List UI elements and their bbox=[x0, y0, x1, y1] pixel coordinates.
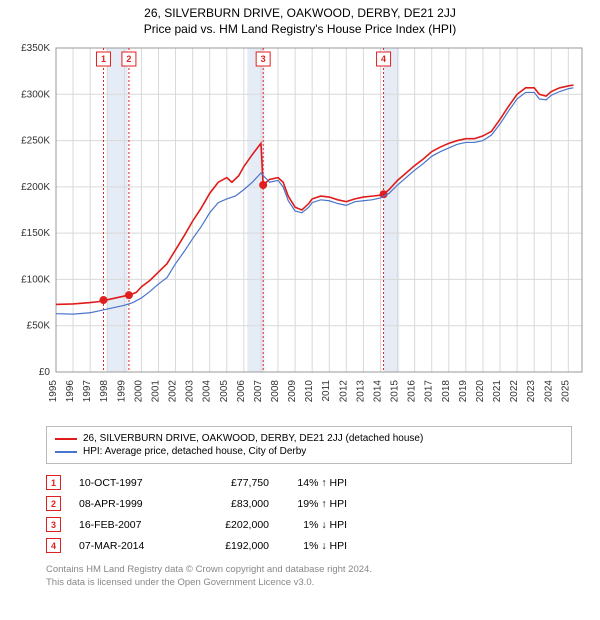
sale-date: 07-MAR-2014 bbox=[79, 540, 179, 552]
footer-line: This data is licensed under the Open Gov… bbox=[46, 577, 572, 590]
svg-text:1998: 1998 bbox=[99, 380, 110, 403]
sale-hpi-diff: 1% ↓ HPI bbox=[287, 519, 347, 531]
svg-text:2023: 2023 bbox=[526, 380, 537, 403]
svg-text:2024: 2024 bbox=[543, 380, 554, 403]
sale-date: 16-FEB-2007 bbox=[79, 519, 179, 531]
sale-row: 4 07-MAR-2014 £192,000 1% ↓ HPI bbox=[46, 535, 572, 556]
svg-text:2010: 2010 bbox=[304, 380, 315, 403]
sale-index-box: 4 bbox=[46, 538, 61, 553]
svg-text:2011: 2011 bbox=[321, 380, 332, 402]
svg-text:1999: 1999 bbox=[116, 380, 127, 403]
svg-text:2017: 2017 bbox=[424, 380, 435, 403]
svg-text:2005: 2005 bbox=[219, 380, 230, 403]
footer-line: Contains HM Land Registry data © Crown c… bbox=[46, 564, 572, 577]
svg-text:2022: 2022 bbox=[509, 380, 520, 403]
page-subtitle: Price paid vs. HM Land Registry's House … bbox=[0, 20, 600, 36]
svg-text:£300K: £300K bbox=[21, 89, 50, 100]
svg-text:3: 3 bbox=[261, 54, 266, 64]
legend: 26, SILVERBURN DRIVE, OAKWOOD, DERBY, DE… bbox=[46, 426, 572, 464]
svg-text:1995: 1995 bbox=[48, 380, 59, 403]
svg-text:£150K: £150K bbox=[21, 228, 50, 239]
sale-price: £83,000 bbox=[197, 498, 269, 510]
legend-item: HPI: Average price, detached house, City… bbox=[55, 445, 563, 458]
svg-text:2019: 2019 bbox=[458, 380, 469, 403]
sale-date: 10-OCT-1997 bbox=[79, 477, 179, 489]
svg-text:2018: 2018 bbox=[441, 380, 452, 403]
svg-text:2020: 2020 bbox=[475, 380, 486, 403]
svg-text:2009: 2009 bbox=[287, 380, 298, 403]
svg-text:£50K: £50K bbox=[27, 321, 51, 332]
svg-text:£200K: £200K bbox=[21, 182, 50, 193]
svg-text:2008: 2008 bbox=[270, 380, 281, 403]
svg-text:£250K: £250K bbox=[21, 136, 50, 147]
svg-text:2001: 2001 bbox=[150, 380, 161, 403]
sales-table: 1 10-OCT-1997 £77,750 14% ↑ HPI 2 08-APR-1999… bbox=[46, 472, 572, 556]
svg-text:2007: 2007 bbox=[253, 380, 264, 403]
footer-attribution: Contains HM Land Registry data © Crown c… bbox=[46, 564, 572, 590]
svg-text:2016: 2016 bbox=[407, 380, 418, 403]
svg-text:2013: 2013 bbox=[355, 380, 366, 403]
sale-date: 08-APR-1999 bbox=[79, 498, 179, 510]
svg-text:£350K: £350K bbox=[21, 43, 50, 54]
svg-text:2: 2 bbox=[126, 54, 131, 64]
svg-text:2002: 2002 bbox=[168, 380, 179, 403]
sale-price: £202,000 bbox=[197, 519, 269, 531]
legend-label: HPI: Average price, detached house, City… bbox=[83, 446, 306, 457]
legend-label: 26, SILVERBURN DRIVE, OAKWOOD, DERBY, DE… bbox=[83, 433, 423, 444]
sale-index-box: 3 bbox=[46, 517, 61, 532]
svg-text:2014: 2014 bbox=[372, 380, 383, 403]
svg-text:2021: 2021 bbox=[492, 380, 503, 403]
sale-index-box: 1 bbox=[46, 475, 61, 490]
sale-row: 3 16-FEB-2007 £202,000 1% ↓ HPI bbox=[46, 514, 572, 535]
price-chart: £0 £50K £100K £150K £200K £250K £300K £350K 1995… bbox=[10, 40, 590, 420]
svg-text:2003: 2003 bbox=[185, 380, 196, 403]
svg-text:£0: £0 bbox=[39, 367, 51, 378]
svg-text:2025: 2025 bbox=[560, 380, 571, 403]
sale-hpi-diff: 1% ↓ HPI bbox=[287, 540, 347, 552]
svg-text:2000: 2000 bbox=[133, 380, 144, 403]
sale-price: £77,750 bbox=[197, 477, 269, 489]
svg-text:1: 1 bbox=[101, 54, 106, 64]
svg-text:1997: 1997 bbox=[82, 380, 93, 403]
sale-index-box: 2 bbox=[46, 496, 61, 511]
sale-hpi-diff: 19% ↑ HPI bbox=[287, 498, 347, 510]
svg-text:2004: 2004 bbox=[202, 380, 213, 403]
svg-text:1996: 1996 bbox=[65, 380, 76, 403]
svg-text:4: 4 bbox=[381, 54, 386, 64]
legend-swatch bbox=[55, 451, 77, 453]
sale-hpi-diff: 14% ↑ HPI bbox=[287, 477, 347, 489]
svg-text:£100K: £100K bbox=[21, 274, 50, 285]
legend-swatch bbox=[55, 438, 77, 440]
svg-text:2006: 2006 bbox=[236, 380, 247, 403]
svg-text:2012: 2012 bbox=[338, 380, 349, 403]
legend-item: 26, SILVERBURN DRIVE, OAKWOOD, DERBY, DE… bbox=[55, 432, 563, 445]
svg-text:2015: 2015 bbox=[390, 380, 401, 403]
sale-row: 2 08-APR-1999 £83,000 19% ↑ HPI bbox=[46, 493, 572, 514]
page-title: 26, SILVERBURN DRIVE, OAKWOOD, DERBY, DE… bbox=[0, 6, 600, 20]
sale-price: £192,000 bbox=[197, 540, 269, 552]
sale-row: 1 10-OCT-1997 £77,750 14% ↑ HPI bbox=[46, 472, 572, 493]
